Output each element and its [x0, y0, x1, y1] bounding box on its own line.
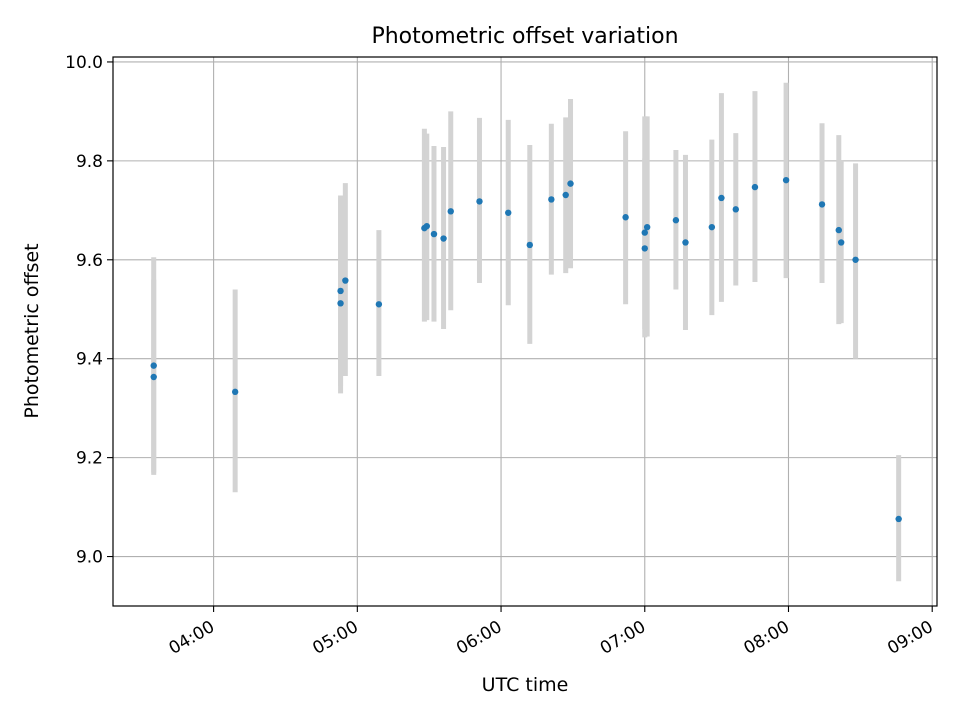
data-point [751, 183, 759, 191]
data-point [852, 256, 859, 263]
data-point [342, 277, 349, 284]
y-axis: 9.0 9.2 9.4 9.6 9.8 10.0 [65, 53, 113, 568]
data-point [337, 287, 344, 295]
y-tick-label: 9.2 [76, 449, 103, 469]
data-point [548, 196, 555, 203]
y-axis-label: Photometric offset [21, 243, 43, 418]
data-point [718, 194, 725, 202]
data-points [150, 176, 902, 523]
data-point [526, 241, 533, 249]
data-point [476, 198, 483, 205]
data-point [708, 223, 716, 231]
x-axis-label: UTC time [482, 674, 569, 696]
data-point [150, 362, 157, 369]
data-point [837, 239, 845, 246]
y-tick-label: 9.6 [76, 251, 103, 271]
y-tick-label: 10.0 [65, 53, 103, 73]
data-point [782, 176, 790, 184]
y-tick-label: 9.0 [76, 548, 103, 568]
data-point [447, 208, 454, 215]
data-point [505, 209, 512, 216]
data-point [641, 245, 648, 252]
data-point [440, 235, 447, 242]
data-point [231, 388, 239, 396]
chart-title: Photometric offset variation [371, 24, 678, 49]
data-point [622, 214, 629, 221]
plot-frame [112, 56, 938, 607]
data-point [682, 239, 689, 246]
data-point [430, 230, 438, 238]
data-point [732, 206, 739, 213]
data-point [423, 222, 430, 230]
y-tick-label: 9.8 [76, 152, 103, 172]
data-point [337, 300, 344, 307]
data-point [643, 223, 651, 231]
y-tick-label: 9.4 [76, 350, 103, 370]
data-point [375, 301, 383, 308]
data-point [562, 191, 569, 199]
data-point [818, 201, 826, 208]
data-point [895, 515, 902, 523]
data-point [567, 180, 574, 187]
data-point [835, 226, 842, 234]
data-point [672, 217, 680, 224]
grid [113, 57, 937, 606]
data-point [150, 373, 157, 381]
data-point [641, 229, 648, 236]
